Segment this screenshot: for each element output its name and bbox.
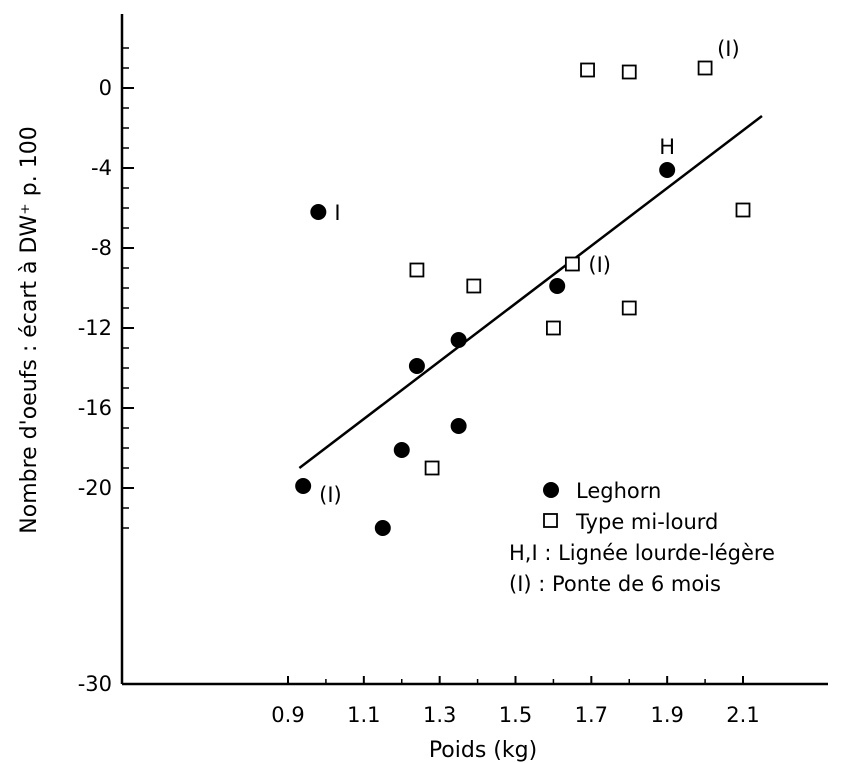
y-tick-label: -30 xyxy=(78,672,112,696)
legend: Leghorn Type mi-lourd H,I : Lignée lourd… xyxy=(509,479,775,596)
type-mi-lourd-point xyxy=(564,256,580,272)
y-tick-label: 0 xyxy=(99,76,112,100)
type-mi-lourd-point xyxy=(546,320,561,336)
leghorn-point xyxy=(393,442,410,458)
point-annotation: (I) xyxy=(319,483,342,507)
type-mi-lourd-point xyxy=(424,460,440,476)
x-tick-label: 1.5 xyxy=(499,703,532,727)
type-mi-lourd-point xyxy=(580,62,595,78)
y-tick-label: -4 xyxy=(91,156,112,180)
leghorn-point xyxy=(374,520,391,536)
x-axis-title: Poids (kg) xyxy=(429,738,537,763)
x-tick-label: 1.3 xyxy=(423,703,456,727)
x-tick-label: 2.1 xyxy=(726,703,759,727)
y-minor-ticks xyxy=(122,47,129,529)
leghorn-point xyxy=(450,418,467,434)
leghorn-point xyxy=(659,162,676,178)
leghorn-point xyxy=(549,278,566,294)
y-tick-label: -8 xyxy=(91,236,112,260)
axes: 0 -4 -8 -12 -16 -20 -30 0.9 1.1 1.3 1.5 1.7 1.9 2.1 xyxy=(78,14,828,727)
legend-label-leghorn: Leghorn xyxy=(576,479,661,503)
type-mi-lourd-point xyxy=(621,64,637,80)
x-tick-label: 0.9 xyxy=(271,703,304,727)
point-annotation: I xyxy=(334,201,340,225)
type-mi-lourd-point xyxy=(697,60,713,76)
legend-marker-leghorn xyxy=(543,482,559,498)
x-tick-label: 1.1 xyxy=(347,703,380,727)
leghorn-point xyxy=(295,478,312,494)
x-tick-label: 1.7 xyxy=(575,703,608,727)
legend-note-ponte: (I) : Ponte de 6 mois xyxy=(509,572,721,596)
y-ticks: 0 -4 -8 -12 -16 -20 -30 xyxy=(78,76,134,696)
y-tick-label: -12 xyxy=(78,316,112,340)
leghorn-point xyxy=(408,358,425,374)
data-points xyxy=(295,60,751,536)
type-mi-lourd-point xyxy=(735,202,751,218)
point-annotation: (I) xyxy=(588,253,611,277)
legend-note-lignee: H,I : Lignée lourde-légère xyxy=(509,541,775,565)
y-tick-label: -16 xyxy=(78,396,112,420)
leghorn-point xyxy=(450,332,467,348)
regression-line xyxy=(298,115,763,469)
y-axis-title: Nombre d'oeufs : écart à DW⁺ p. 100 xyxy=(17,126,42,533)
type-mi-lourd-point xyxy=(466,278,482,294)
legend-label-type-mi-lourd: Type mi-lourd xyxy=(575,510,718,534)
legend-marker-type-mi-lourd xyxy=(543,513,558,528)
x-tick-label: 1.9 xyxy=(650,703,683,727)
x-ticks: 0.9 1.1 1.3 1.5 1.7 1.9 2.1 xyxy=(271,676,760,727)
type-mi-lourd-point xyxy=(621,300,637,316)
type-mi-lourd-point xyxy=(409,262,425,278)
point-annotations: I (I) H (I) (I) xyxy=(319,37,740,507)
leghorn-point xyxy=(310,204,327,220)
point-annotation: H xyxy=(659,135,675,159)
y-tick-label: -20 xyxy=(78,476,112,500)
point-annotation: (I) xyxy=(717,37,740,61)
